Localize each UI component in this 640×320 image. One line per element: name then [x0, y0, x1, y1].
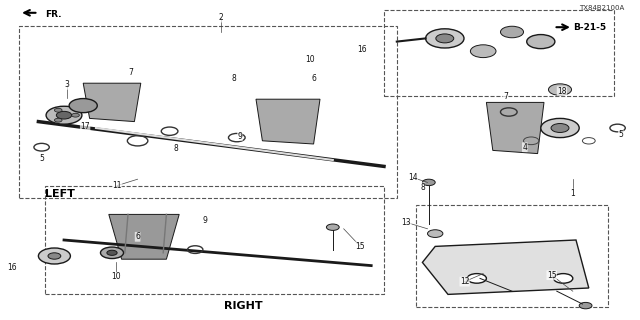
Text: 14: 14 — [408, 173, 418, 182]
Text: 13: 13 — [401, 218, 412, 227]
Text: 10: 10 — [305, 55, 316, 64]
Circle shape — [326, 224, 339, 230]
Text: 3: 3 — [65, 80, 70, 89]
Text: TX84B2100A: TX84B2100A — [579, 5, 624, 11]
Text: LEFT: LEFT — [45, 188, 75, 199]
Text: 15: 15 — [547, 271, 557, 280]
Text: 6: 6 — [311, 74, 316, 83]
Polygon shape — [486, 102, 544, 154]
Circle shape — [426, 29, 464, 48]
Circle shape — [541, 118, 579, 138]
Polygon shape — [422, 240, 589, 294]
Text: 8: 8 — [420, 183, 425, 192]
Circle shape — [54, 118, 62, 122]
Circle shape — [422, 179, 435, 186]
Circle shape — [107, 250, 117, 255]
Text: 7: 7 — [129, 68, 134, 76]
Text: 17: 17 — [80, 122, 90, 131]
Text: 4: 4 — [522, 143, 527, 152]
Circle shape — [72, 113, 79, 117]
Circle shape — [579, 302, 592, 309]
Text: 9: 9 — [237, 132, 243, 140]
Circle shape — [428, 230, 443, 237]
Circle shape — [551, 124, 569, 132]
Circle shape — [436, 34, 454, 43]
Text: 8: 8 — [231, 74, 236, 83]
Text: 15: 15 — [355, 242, 365, 251]
Circle shape — [38, 248, 70, 264]
Text: 9: 9 — [202, 216, 207, 225]
Text: 5: 5 — [39, 154, 44, 163]
Polygon shape — [83, 83, 141, 122]
Circle shape — [46, 106, 82, 124]
Text: 16: 16 — [6, 263, 17, 272]
Text: 8: 8 — [173, 144, 179, 153]
Circle shape — [69, 99, 97, 113]
Text: 16: 16 — [356, 45, 367, 54]
Text: 18: 18 — [557, 87, 566, 96]
Text: 1: 1 — [570, 189, 575, 198]
Circle shape — [54, 108, 62, 112]
Circle shape — [100, 247, 124, 259]
Circle shape — [554, 274, 573, 283]
Circle shape — [56, 111, 72, 119]
Text: 7: 7 — [503, 92, 508, 100]
Text: 12: 12 — [460, 277, 469, 286]
Text: FR.: FR. — [45, 10, 61, 19]
Circle shape — [48, 253, 61, 259]
Circle shape — [548, 84, 572, 95]
Circle shape — [467, 274, 486, 283]
Text: RIGHT: RIGHT — [224, 300, 262, 311]
Text: B-21-5: B-21-5 — [573, 23, 606, 32]
Text: 2: 2 — [218, 13, 223, 22]
Text: 11: 11 — [113, 181, 122, 190]
Circle shape — [500, 26, 524, 38]
Text: 6: 6 — [135, 232, 140, 241]
Text: 10: 10 — [111, 272, 122, 281]
Circle shape — [527, 35, 555, 49]
Polygon shape — [109, 214, 179, 259]
Polygon shape — [256, 99, 320, 144]
Circle shape — [470, 45, 496, 58]
Text: 5: 5 — [618, 130, 623, 139]
